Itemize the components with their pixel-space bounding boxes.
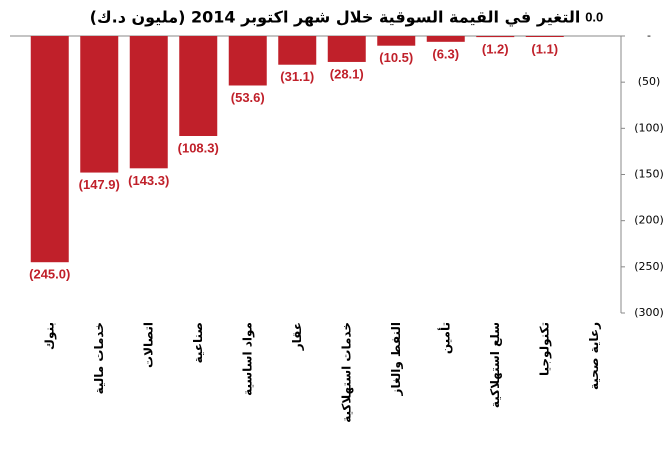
value-label: (1.2) bbox=[482, 42, 509, 57]
bar bbox=[179, 36, 218, 136]
x-tick-label: خدمات مالية bbox=[92, 322, 106, 394]
y-tick-label: (100) bbox=[634, 121, 664, 134]
value-label: (108.3) bbox=[178, 140, 219, 155]
y-tick-label: - bbox=[647, 29, 651, 42]
value-label: (143.3) bbox=[128, 173, 169, 188]
y-tick-label: (50) bbox=[638, 75, 661, 88]
y-tick-label: (200) bbox=[634, 214, 664, 227]
bar bbox=[129, 36, 168, 169]
x-tick-label: اتصالات bbox=[141, 322, 155, 368]
bar bbox=[228, 36, 267, 86]
bar bbox=[377, 36, 416, 46]
value-label: (53.6) bbox=[231, 90, 265, 105]
value-label: 0.0 bbox=[585, 9, 603, 24]
y-tick-label: (250) bbox=[634, 260, 664, 273]
bar bbox=[30, 36, 69, 263]
bar bbox=[278, 36, 317, 65]
x-tick-label: مواد اساسية bbox=[240, 322, 255, 396]
bar bbox=[525, 36, 564, 38]
value-label: (31.1) bbox=[280, 69, 314, 84]
x-tick-label: خدمات استهلاكية bbox=[339, 322, 353, 423]
value-label: (147.9) bbox=[79, 177, 120, 192]
value-label: (6.3) bbox=[432, 46, 459, 61]
bar bbox=[426, 36, 465, 42]
bar bbox=[476, 36, 515, 38]
value-label: (245.0) bbox=[29, 267, 70, 282]
x-tick-label: سلع استهلاكية bbox=[488, 322, 502, 408]
x-tick-label: عقار bbox=[290, 322, 304, 351]
x-tick-label: صناعية bbox=[191, 322, 205, 363]
y-tick-label: (150) bbox=[634, 168, 664, 181]
bar bbox=[327, 36, 366, 62]
value-label: (10.5) bbox=[379, 50, 413, 65]
x-tick-label: تكنولوجيا bbox=[537, 322, 552, 376]
bar bbox=[80, 36, 119, 173]
chart-title: التغير في القيمة السوقية خلال شهر اكتوبر… bbox=[90, 8, 581, 28]
value-label: (1.1) bbox=[531, 41, 558, 56]
x-tick-label: تأمين bbox=[437, 322, 452, 354]
value-label: (28.1) bbox=[330, 66, 364, 81]
y-tick-label: (300) bbox=[634, 306, 664, 319]
x-tick-label: رعاية صحية bbox=[587, 322, 601, 390]
x-tick-label: النفط والغاز bbox=[389, 322, 404, 396]
x-tick-label: بنوك bbox=[42, 322, 57, 350]
